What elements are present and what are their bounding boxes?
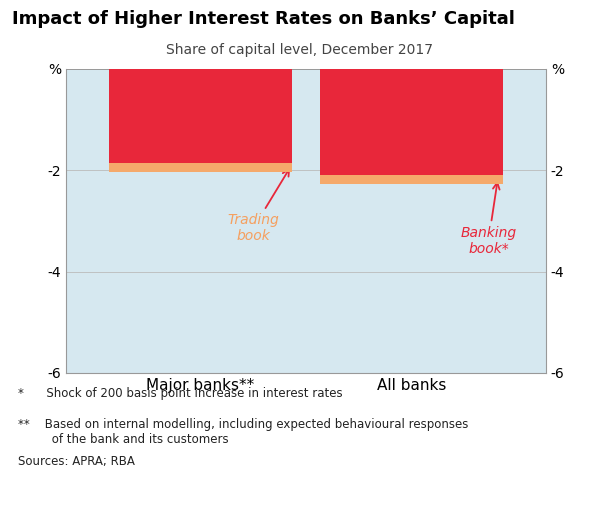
Text: Sources: APRA; RBA: Sources: APRA; RBA [18,455,135,468]
Bar [320,69,503,175]
Bar [109,69,292,162]
Text: **    Based on internal modelling, including expected behavioural responses
    : ** Based on internal modelling, includin… [18,418,469,446]
Text: Impact of Higher Interest Rates on Banks’ Capital: Impact of Higher Interest Rates on Banks… [12,10,515,28]
Text: Banking
book*: Banking book* [460,183,517,256]
Text: *      Shock of 200 basis point increase in interest rates: * Shock of 200 basis point increase in i… [18,387,343,400]
Text: Share of capital level, December 2017: Share of capital level, December 2017 [167,43,433,57]
Text: Trading
book: Trading book [227,169,289,243]
Bar [109,162,292,172]
Bar [320,175,503,185]
